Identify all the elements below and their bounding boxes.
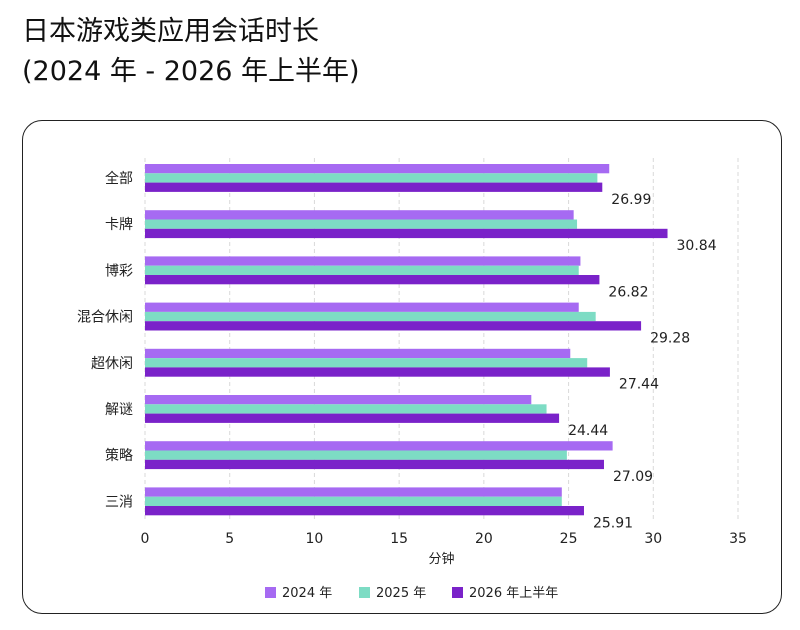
data-label: 27.09	[613, 469, 653, 485]
bar	[145, 321, 642, 331]
bar	[145, 228, 668, 239]
category-label: 超休闲	[91, 356, 133, 372]
data-label: 24.44	[568, 423, 608, 439]
bar	[145, 496, 562, 506]
data-label: 30.84	[677, 238, 717, 254]
category-label: 混合休闲	[77, 310, 133, 326]
category-label: 博彩	[105, 262, 133, 279]
bar	[145, 182, 603, 192]
bar	[145, 275, 600, 285]
bar	[145, 441, 613, 451]
x-axis-title: 分钟	[428, 551, 454, 567]
legend-swatch	[265, 587, 276, 598]
bars	[145, 164, 668, 516]
x-tick-label: 25	[560, 531, 578, 547]
bar	[145, 164, 610, 174]
x-tick-label: 10	[306, 531, 324, 547]
bar	[145, 413, 560, 423]
legend-label: 2025 年	[376, 586, 426, 601]
bar	[145, 265, 579, 275]
legend-label: 2026 年上半年	[469, 586, 558, 601]
bar	[145, 219, 578, 229]
x-tick-label: 0	[141, 531, 150, 547]
x-tick-label: 5	[225, 531, 234, 547]
data-label: 27.44	[619, 377, 659, 393]
legend-swatch	[452, 587, 463, 598]
x-tick-label: 35	[729, 531, 747, 547]
category-label: 全部	[105, 170, 133, 187]
category-label: 解谜	[105, 402, 133, 418]
bar	[145, 367, 610, 377]
legend: 2024 年 2025 年 2026 年上半年	[265, 586, 558, 601]
bar	[145, 506, 584, 516]
legend-label: 2024 年	[282, 586, 332, 601]
bar	[145, 210, 574, 220]
bar	[145, 450, 567, 460]
bar	[145, 358, 588, 368]
data-label: 25.91	[593, 515, 633, 531]
x-tick-label: 20	[475, 531, 493, 547]
bar	[145, 311, 596, 322]
bar	[145, 487, 562, 497]
chart-title-line-1: 日本游戏类应用会话时长	[22, 16, 319, 47]
bar	[145, 256, 581, 266]
data-label: 26.99	[611, 192, 651, 208]
data-label: 26.82	[608, 284, 648, 300]
category-label: 三消	[105, 494, 133, 510]
bar	[145, 404, 547, 414]
x-tick-label: 30	[644, 531, 662, 547]
bar	[145, 395, 532, 405]
labels: 0 5 10 15 20 25 30 35 全部 26.99 卡牌 30.84 博彩 26.82 混合休闲 2…	[77, 170, 747, 547]
data-label: 29.28	[650, 331, 690, 347]
category-label: 策略	[105, 447, 133, 464]
bar	[145, 173, 598, 183]
bar	[145, 348, 571, 359]
category-label: 卡牌	[105, 216, 133, 233]
chart-title: 日本游戏类应用会话时长 (2024 年 - 2026 年上半年)	[22, 12, 360, 92]
x-tick-label: 15	[390, 531, 408, 547]
bar	[145, 302, 579, 312]
bar	[145, 459, 604, 470]
chart-title-line-2: (2024 年 - 2026 年上半年)	[22, 56, 360, 87]
legend-swatch	[359, 587, 370, 598]
